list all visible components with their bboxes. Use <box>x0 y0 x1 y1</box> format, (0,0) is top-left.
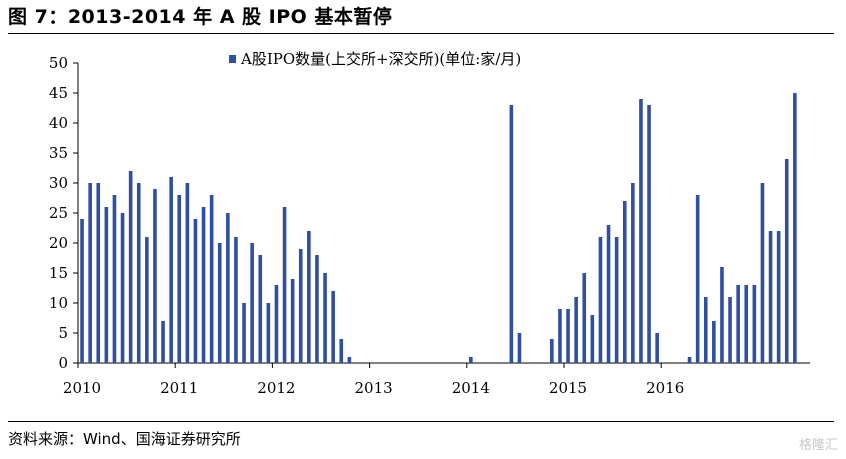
bar <box>96 183 101 363</box>
bar <box>614 237 619 363</box>
bar <box>161 321 165 363</box>
bar <box>307 231 311 363</box>
y-tick-label: 20 <box>49 234 68 252</box>
y-tick-label: 0 <box>58 354 68 372</box>
y-tick-label: 40 <box>49 114 68 132</box>
bar <box>193 219 198 363</box>
source-rule <box>8 421 834 422</box>
x-tick-label-2015: 2015 <box>549 379 587 397</box>
bar <box>290 279 295 363</box>
y-tick-label: 25 <box>49 204 68 222</box>
bar-series <box>80 93 797 363</box>
legend-label: A股IPO数量(上交所+深交所)(单位:家/月) <box>240 50 521 68</box>
bar <box>776 231 781 363</box>
bar <box>347 357 352 363</box>
y-tick-label: 5 <box>58 324 68 342</box>
bar <box>145 237 149 363</box>
x-axis: 2010 2011 2012 2013 2014 2015 2016 <box>63 362 810 397</box>
bar <box>217 243 222 363</box>
bar <box>574 297 578 363</box>
bar <box>128 171 133 363</box>
bar <box>752 285 757 363</box>
bar <box>582 273 587 363</box>
bar <box>655 333 659 363</box>
bar <box>112 195 117 363</box>
y-tick-label: 15 <box>49 264 68 282</box>
y-axis: 0 5 10 15 20 25 30 35 40 45 50 <box>49 54 79 372</box>
bar <box>104 207 109 363</box>
x-tick-label-2016: 2016 <box>646 379 684 397</box>
bar <box>687 357 692 363</box>
y-tick-label: 30 <box>49 174 68 192</box>
bar <box>558 309 562 363</box>
bar <box>315 255 319 363</box>
figure-title: 图 7：2013-2014 年 A 股 IPO 基本暂停 <box>8 6 393 28</box>
bar <box>598 237 603 363</box>
bar <box>282 207 287 363</box>
bar <box>298 249 303 363</box>
bar <box>185 183 190 363</box>
title-rule <box>8 33 834 34</box>
bar <box>331 291 335 363</box>
bar <box>266 303 271 363</box>
bar <box>250 243 254 363</box>
bar <box>469 357 473 363</box>
x-tick-label-2010: 2010 <box>63 379 101 397</box>
bar <box>136 183 141 363</box>
bar <box>622 201 627 363</box>
bar <box>550 339 554 363</box>
bar <box>728 297 732 363</box>
bar <box>80 219 84 363</box>
bar <box>566 309 570 363</box>
bar <box>639 99 643 363</box>
bar <box>153 189 157 363</box>
bar <box>339 339 344 363</box>
bar <box>258 255 263 363</box>
x-tick-label-2014: 2014 <box>452 379 490 397</box>
bar <box>606 225 611 363</box>
y-tick-label: 50 <box>49 54 68 72</box>
bar <box>712 321 716 363</box>
bar <box>647 105 651 363</box>
watermark-text: 格隆汇 <box>798 438 838 453</box>
legend-swatch <box>229 55 236 63</box>
bar <box>631 183 635 363</box>
bar <box>201 207 206 363</box>
legend: A股IPO数量(上交所+深交所)(单位:家/月) <box>229 50 521 68</box>
bar <box>509 105 514 363</box>
bar <box>768 231 773 363</box>
source-note: 资料来源：Wind、国海证券研究所 <box>8 430 241 448</box>
bar <box>323 273 327 363</box>
bar <box>517 333 522 363</box>
y-tick-label: 35 <box>49 144 68 162</box>
bar <box>169 177 173 363</box>
bar <box>226 213 230 363</box>
bar <box>177 195 182 363</box>
bar <box>736 285 740 363</box>
y-tick-label: 45 <box>49 84 68 102</box>
bar <box>209 195 214 363</box>
bar <box>590 315 595 363</box>
bar <box>760 183 765 363</box>
bar <box>242 303 246 363</box>
x-tick-label-2013: 2013 <box>355 379 393 397</box>
bar <box>793 93 797 363</box>
bar <box>720 267 724 363</box>
bar <box>234 237 238 363</box>
bar <box>120 213 125 363</box>
x-tick-label-2012: 2012 <box>257 379 295 397</box>
bar <box>88 183 92 363</box>
y-tick-label: 10 <box>49 294 68 312</box>
bar <box>703 297 708 363</box>
bar <box>784 159 789 363</box>
bar <box>274 285 279 363</box>
bar <box>695 195 700 363</box>
bar <box>744 285 749 363</box>
x-tick-label-2011: 2011 <box>160 379 198 397</box>
